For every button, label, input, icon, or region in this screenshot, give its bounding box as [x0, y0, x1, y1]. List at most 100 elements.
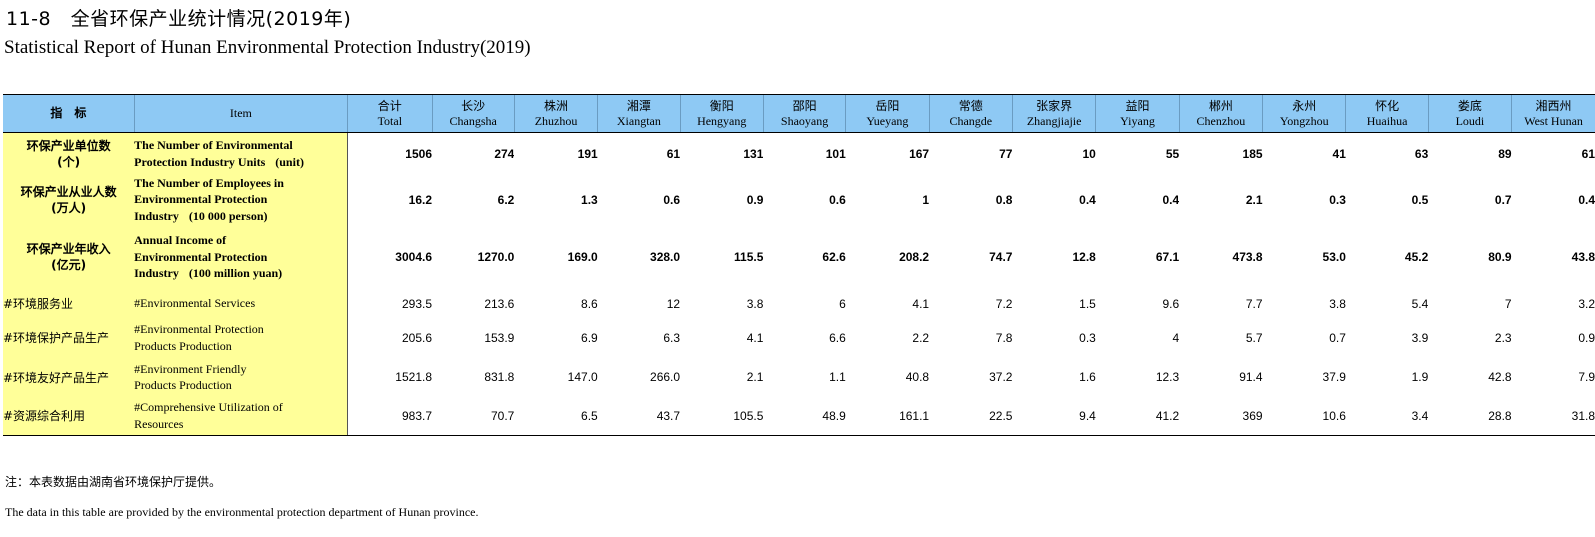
row-indicator-cn: 环保产业年收入 (亿元) — [3, 224, 135, 290]
item-text: Industry — [134, 266, 179, 281]
table-row: #环境服务业 #Environmental Services 293.5 213.6 8… — [3, 289, 1595, 318]
row-indicator-cn: 环保产业单位数 (个) — [3, 132, 135, 175]
table-cell-value: 147.0 — [567, 370, 598, 384]
header-column-cn: 岳阳 — [875, 98, 900, 113]
header-column: 永州 Yongzhou — [1262, 94, 1346, 133]
table-cell-value: 1.1 — [829, 370, 846, 384]
table-cell-value: 6.6 — [829, 330, 846, 345]
header-column-cn: 娄底 — [1457, 98, 1482, 113]
footnote-english: The data in this table are provided by t… — [5, 505, 479, 519]
table-cell-value: 43.8 — [1571, 250, 1595, 264]
item-text: Industry — [134, 208, 179, 223]
table-cell-value: 0.3 — [1079, 330, 1096, 345]
row-item-en: #Comprehensive Utilization of Resources — [134, 396, 349, 436]
indicator-text: (亿元) — [51, 258, 87, 272]
table-cell-value: 5.7 — [1245, 330, 1263, 345]
table-cell-value: 1521.8 — [395, 370, 432, 384]
table-cell-value: 9.4 — [1012, 396, 1096, 436]
table-cell-value: 0.3 — [1329, 192, 1346, 207]
row-item-en: The Number of Employees in Environmental … — [134, 174, 349, 225]
table-cell-value: 10.6 — [1262, 396, 1346, 436]
header-column-cn: 益阳 — [1125, 98, 1150, 113]
table-cell-value: 1.6 — [1079, 370, 1096, 384]
table-cell-value: 16.2 — [408, 192, 432, 207]
table-cell-value: 105.5 — [680, 396, 764, 436]
header-column-en: Yongzhou — [1279, 113, 1329, 128]
header-column: 邵阳 Shaoyang — [762, 94, 846, 133]
table-cell-value: 5.4 — [1411, 296, 1429, 311]
table-cell-value: 4.1 — [746, 330, 764, 345]
header-column-en: Chenzhou — [1196, 113, 1246, 128]
item-text: #Environment Friendly — [134, 361, 247, 376]
header-column: 常德 Changde — [928, 94, 1013, 133]
table-cell-value: 0.8 — [995, 192, 1013, 207]
table-cell-value: 12 — [666, 296, 681, 311]
item-text: Products Production — [134, 378, 232, 392]
table-cell-value: 4 — [1172, 330, 1180, 345]
header-column: 怀化 Huaihua — [1345, 94, 1429, 133]
table-cell-value: 2.2 — [912, 330, 930, 345]
header-column-en: West Hunan — [1524, 113, 1583, 128]
table-cell-value: 6.9 — [581, 330, 598, 345]
table-cell-value: 0.6 — [829, 192, 846, 207]
table-cell-value: 0.4 — [1162, 192, 1180, 207]
table-cell-value: 1.3 — [581, 192, 598, 207]
header-column-cn: 湘潭 — [626, 98, 651, 113]
indicator-text: (个) — [57, 154, 81, 169]
header-column: 岳阳 Yueyang — [845, 94, 930, 133]
header-indicator: 指 标 — [3, 94, 135, 133]
item-unit: (100 million yuan) — [188, 266, 283, 281]
item-text: Resources — [134, 416, 184, 431]
item-text: #Environmental Services — [134, 296, 256, 311]
table-cell-value: 43.7 — [597, 396, 681, 436]
table-cell-value: 0.9 — [746, 192, 764, 207]
row-indicator-cn: #环境保护产品生产 — [3, 317, 135, 358]
table-cell-value: 191 — [577, 146, 598, 161]
row-item-en: #Environment Friendly Products Production — [134, 357, 349, 397]
header-column-en: Hengyang — [697, 113, 747, 128]
row-item-en: Annual Income of Environmental Protection… — [134, 224, 349, 290]
table-cell-value: 1.9 — [1411, 370, 1429, 384]
header-column-cn: 邵阳 — [792, 98, 817, 113]
row-indicator-cn: #环境服务业 — [3, 289, 135, 318]
table-cell-value: 7.7 — [1245, 296, 1263, 311]
row-indicator-cn: #资源综合利用 — [3, 396, 135, 436]
header-column-cn: 常德 — [958, 98, 983, 113]
page-title-chinese: 11-8 全省环保产业统计情况(2019年) — [6, 8, 352, 30]
table-cell-value: 1506 — [405, 146, 432, 161]
table-cell-value: 328.0 — [650, 250, 681, 264]
table-cell-value: 1270.0 — [477, 250, 515, 264]
table-cell-value: 167 — [909, 146, 930, 161]
table-cell-value: 89 — [1498, 146, 1512, 161]
table-cell-value: 3.2 — [1578, 296, 1595, 311]
item-text: Protection Industry Units — [134, 154, 266, 169]
table-cell-value: 4.1 — [912, 296, 930, 311]
table-cell-value: 61 — [666, 146, 681, 161]
table-cell-value: 293.5 — [401, 296, 432, 311]
header-column-cn: 株洲 — [544, 98, 569, 113]
item-line: Protection Industry Units (unit) — [134, 154, 346, 171]
indicator-text: #资源综合利用 — [3, 409, 86, 424]
indicator-text: #环境服务业 — [3, 297, 74, 311]
table-cell-value: 42.8 — [1488, 370, 1512, 384]
table-cell-value: 2.1 — [1245, 192, 1263, 207]
row-indicator-cn: 环保产业从业人数 (万人) — [3, 174, 135, 225]
table-cell-value: 0.4 — [1578, 192, 1595, 207]
table-cell-value: 48.9 — [763, 396, 846, 436]
table-cell-value: 3.9 — [1411, 330, 1429, 345]
table-cell-value: 169.0 — [567, 250, 598, 264]
table-cell-value: 40.8 — [905, 370, 930, 384]
table-cell-value: 77 — [999, 146, 1013, 161]
table-cell-value: 983.7 — [347, 396, 432, 436]
table-cell-value: 80.9 — [1488, 250, 1512, 264]
table-cell-value: 62.6 — [822, 250, 846, 264]
table-cell-value: 91.4 — [1239, 370, 1263, 384]
header-column: 张家界 Zhangjiajie — [1011, 94, 1096, 133]
table-cell-value: 1.5 — [1079, 296, 1096, 311]
header-column-cn: 合计 — [377, 98, 402, 113]
header-column-en: Total — [377, 113, 403, 128]
header-column-cn: 永州 — [1292, 98, 1317, 113]
header-column: 株洲 Zhuzhou — [513, 94, 598, 133]
table-cell-value: 369 — [1179, 396, 1263, 436]
header-column: 合计 Total — [347, 94, 432, 133]
